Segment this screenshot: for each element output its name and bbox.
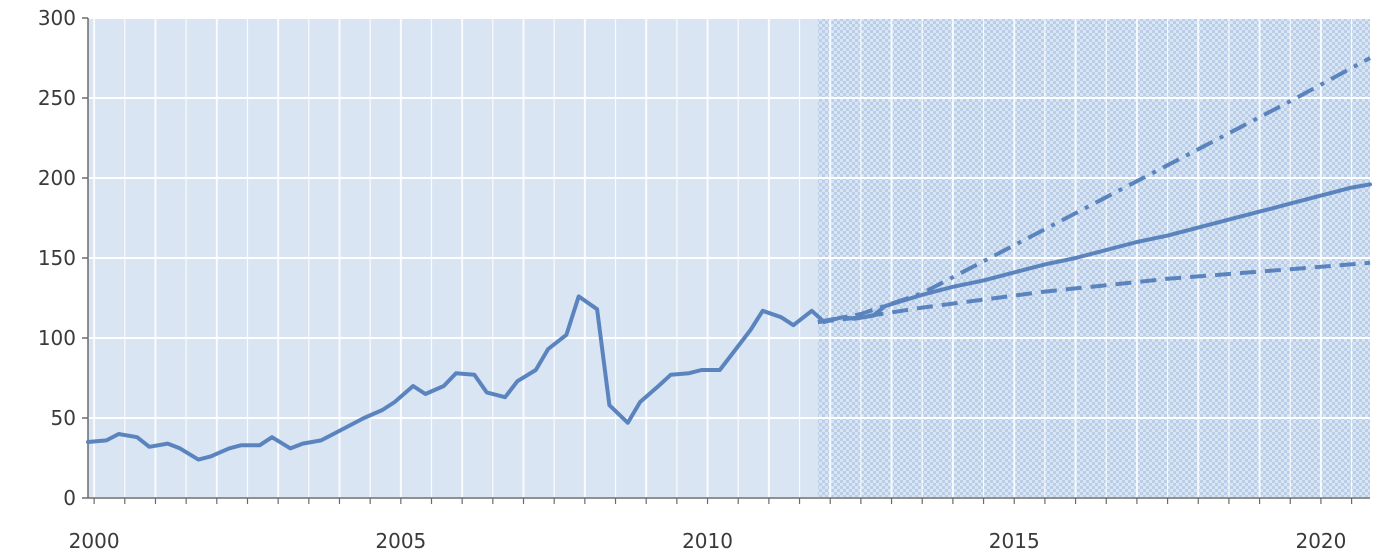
series-line-dash-dot xyxy=(817,56,1371,324)
y-tick-label: 200 xyxy=(38,166,76,190)
x-tick-label: 2015 xyxy=(989,529,1040,553)
y-tick-label: 100 xyxy=(38,326,76,350)
x-tick-label: 2010 xyxy=(682,529,733,553)
y-tick-label: 50 xyxy=(51,406,76,430)
y-tick-label: 300 xyxy=(38,6,76,30)
x-tick-label: 2000 xyxy=(69,529,120,553)
y-tick-label: 150 xyxy=(38,246,76,270)
series-line-dashed xyxy=(817,260,1371,324)
x-tick-label: 2020 xyxy=(1295,529,1346,553)
y-tick-label: 0 xyxy=(63,486,76,510)
series-line-solid xyxy=(86,182,1372,462)
y-tick-label: 250 xyxy=(38,86,76,110)
x-tick-label: 2005 xyxy=(375,529,426,553)
